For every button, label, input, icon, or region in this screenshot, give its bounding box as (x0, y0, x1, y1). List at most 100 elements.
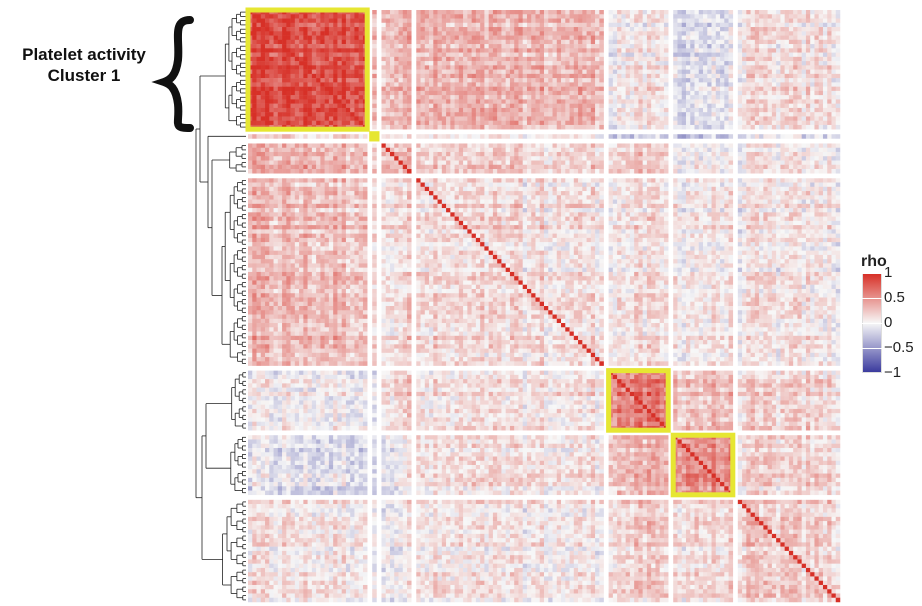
heatmap-cell (501, 160, 506, 166)
heatmap-cell (561, 22, 566, 28)
heatmap-cell (286, 134, 291, 139)
heatmap-cell (286, 107, 291, 113)
heatmap-cell (556, 65, 562, 70)
heatmap-cell (634, 134, 639, 139)
heatmap-cell (526, 65, 532, 70)
heatmap-cell (715, 27, 721, 32)
heatmap-cell (407, 39, 412, 45)
heatmap-cell (544, 134, 549, 139)
heatmap-cell (345, 120, 351, 126)
heatmap-cell (531, 164, 536, 170)
heatmap-cell (433, 143, 438, 148)
heatmap-cell (608, 61, 614, 66)
heatmap-cell (655, 156, 660, 161)
heatmap-cell (497, 27, 502, 32)
heatmap-cell (398, 99, 404, 104)
heatmap-cell (416, 95, 421, 100)
heatmap-cell (703, 86, 708, 92)
heatmap-cell (463, 156, 468, 161)
heatmap-cell (569, 18, 575, 24)
heatmap-cell (608, 27, 614, 32)
heatmap-cell (269, 18, 274, 24)
heatmap-cell (642, 31, 648, 36)
heatmap-cell (586, 134, 592, 139)
heatmap-cell (437, 90, 443, 96)
heatmap-cell (381, 78, 386, 83)
heatmap-cell (475, 14, 481, 19)
heatmap-cell (277, 48, 283, 53)
heatmap-cell (471, 27, 477, 32)
heatmap-cell (754, 39, 760, 45)
heatmap-cell (663, 48, 669, 53)
heatmap-cell (655, 61, 660, 66)
heatmap-cell (690, 120, 695, 126)
heatmap-cell (256, 103, 262, 109)
heatmap-cell (827, 14, 832, 19)
heatmap-cell (599, 18, 604, 24)
heatmap-cell (835, 103, 841, 109)
heatmap-cell (569, 99, 575, 104)
heatmap-cell (586, 39, 592, 45)
heatmap-cell (424, 124, 430, 130)
heatmap-cell (750, 103, 756, 109)
heatmap-cell (822, 90, 828, 96)
heatmap-cell (265, 65, 270, 70)
heatmap-cell (424, 65, 430, 70)
heatmap-cell (612, 52, 618, 58)
heatmap-cell (514, 164, 519, 170)
heatmap-cell (539, 44, 545, 49)
heatmap-cell (638, 147, 643, 153)
heatmap-cell (320, 14, 325, 19)
heatmap-cell (651, 14, 656, 19)
heatmap-cell (385, 39, 391, 45)
heatmap-cell (552, 82, 558, 87)
heatmap-cell (433, 73, 438, 79)
heatmap-cell (621, 27, 626, 32)
heatmap-cell (480, 116, 485, 121)
heatmap-cell (694, 160, 700, 166)
heatmap-cell (535, 112, 540, 117)
heatmap-cell (771, 103, 777, 109)
heatmap-cell (311, 90, 317, 96)
heatmap-cell (767, 27, 773, 32)
heatmap-cell (492, 151, 498, 157)
heatmap-cell (337, 134, 342, 139)
heatmap-cell (690, 27, 695, 32)
heatmap-cell (389, 22, 395, 28)
heatmap-cell (784, 82, 790, 87)
heatmap-cell (389, 82, 395, 87)
heatmap-cell (526, 134, 532, 139)
heatmap-cell (720, 164, 725, 170)
heatmap-cell (260, 95, 266, 100)
heatmap-cell (471, 56, 477, 62)
heatmap-cell (484, 90, 489, 96)
heatmap-cell (256, 44, 262, 49)
heatmap-cell (544, 52, 549, 58)
heatmap-cell (621, 112, 626, 117)
heatmap-cell (394, 31, 399, 36)
heatmap-cell (685, 134, 691, 139)
heatmap-cell (612, 78, 618, 83)
heatmap-cell (518, 27, 523, 32)
heatmap-cell (703, 82, 708, 87)
heatmap-cell (398, 95, 404, 100)
heatmap-cell (535, 44, 540, 49)
heatmap-cell (509, 112, 515, 117)
heatmap-cell (282, 120, 287, 126)
heatmap-cell (269, 35, 274, 41)
heatmap-cell (694, 61, 700, 66)
heatmap-cell (265, 160, 270, 166)
heatmap-cell (328, 27, 334, 32)
heatmap-cell (320, 65, 325, 70)
heatmap-cell (441, 65, 447, 70)
heatmap-cell (398, 52, 404, 58)
heatmap-cell (556, 103, 562, 109)
heatmap-cell (565, 103, 570, 109)
heatmap-cell (509, 143, 515, 148)
heatmap-cell (354, 156, 359, 161)
heatmap-cell (398, 120, 404, 126)
heatmap-cell (599, 31, 604, 36)
heatmap-cell (634, 35, 639, 41)
heatmap-cell (501, 10, 506, 15)
heatmap-cell (582, 90, 587, 96)
